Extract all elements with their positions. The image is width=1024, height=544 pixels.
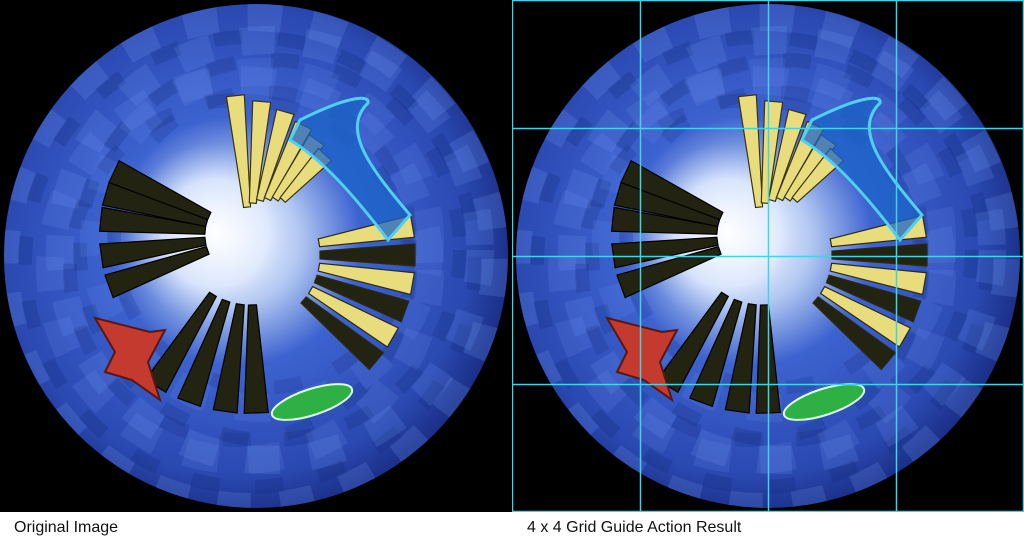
right-cone — [313, 274, 410, 323]
right-cone — [307, 285, 400, 348]
curved-blue-panel — [800, 96, 924, 243]
dark-cone — [108, 159, 212, 221]
bottom-cone — [212, 303, 245, 414]
dark-cone — [104, 245, 210, 299]
bottom-cone — [144, 291, 218, 394]
yellow-cone — [255, 108, 295, 203]
checker-ring-dark — [585, 53, 979, 447]
dark-cone — [616, 245, 722, 299]
dark-cone — [611, 236, 719, 269]
green-disc — [782, 383, 866, 421]
grid-result-image — [512, 0, 1024, 512]
grid-result-image-panel — [512, 0, 1024, 512]
checker-ring — [4, 4, 508, 508]
yellow-cone — [225, 94, 252, 209]
red-object — [604, 316, 679, 403]
bottom-cone — [656, 291, 730, 394]
dark-cone — [620, 159, 724, 221]
right-cone — [300, 296, 385, 371]
dark-cone — [610, 206, 719, 235]
original-image-panel — [0, 0, 512, 512]
grid-guide-overlay — [512, 0, 1024, 512]
checker-ring-dark — [530, 30, 994, 494]
right-cone — [831, 243, 928, 267]
checker-ring — [36, 66, 444, 474]
bottom-cone — [177, 298, 231, 408]
right-cone — [812, 296, 897, 371]
bottom-cone — [724, 303, 757, 414]
yellow-cone — [248, 100, 272, 205]
bottom-cone — [689, 298, 743, 408]
green-disc — [270, 383, 354, 421]
right-cone — [829, 262, 928, 296]
bottom-cone — [243, 304, 269, 414]
dark-cone — [99, 236, 207, 269]
checker-ring-dark — [18, 30, 482, 494]
checkered-rings — [4, 4, 508, 508]
checker-ring-dark — [73, 53, 467, 447]
right-cone — [317, 262, 416, 296]
red-object — [92, 316, 167, 403]
yellow-cone — [760, 100, 784, 205]
checker-ring — [548, 66, 956, 474]
checker-ring — [46, 26, 494, 474]
dark-cone — [98, 206, 207, 235]
checker-ring-dark — [63, 93, 417, 447]
right-cone — [819, 285, 912, 348]
curved-blue-panel — [288, 96, 412, 243]
original-image-caption: Original Image — [14, 519, 119, 536]
right-cone — [319, 243, 416, 267]
yellow-cone — [737, 94, 764, 209]
checker-ring-dark — [575, 93, 929, 447]
yellow-cone — [767, 108, 807, 203]
grid-result-caption: 4 x 4 Grid Guide Action Result — [527, 519, 742, 536]
checker-ring — [516, 4, 1020, 508]
checker-ring — [558, 26, 1006, 474]
original-image — [0, 0, 512, 512]
